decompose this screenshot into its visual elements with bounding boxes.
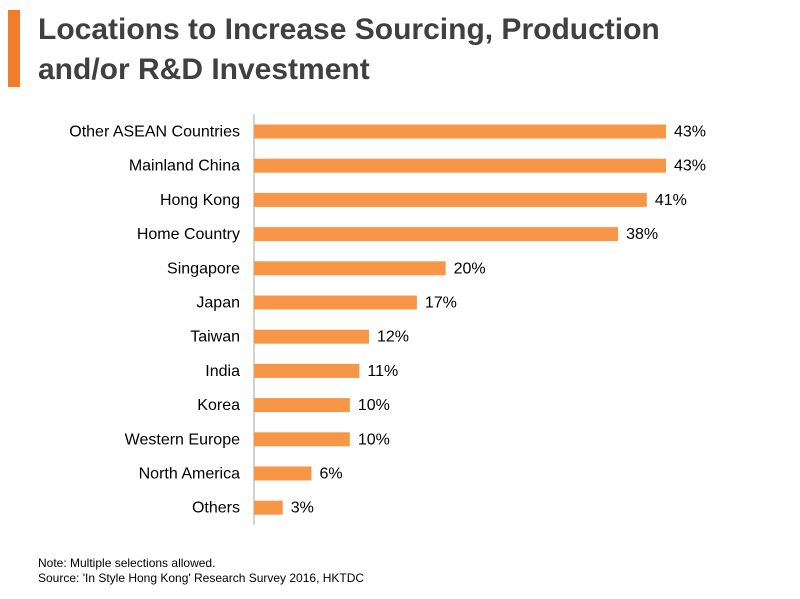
bar (254, 363, 360, 378)
data-label: 43% (674, 124, 706, 141)
chart-title-line-2: and/or R&D Investment (38, 53, 370, 86)
category-label: India (205, 363, 240, 380)
bar (254, 432, 350, 447)
bar (254, 261, 446, 276)
category-label: Western Europe (125, 431, 240, 448)
chart-title-line-1: Locations to Increase Sourcing, Producti… (38, 13, 660, 46)
category-label: Taiwan (190, 329, 240, 346)
bar (254, 398, 350, 413)
chart-notes: Note: Multiple selections allowed. Sourc… (38, 556, 364, 586)
bar-chart: Other ASEAN Countries 43% Mainland China 43… (69, 114, 706, 525)
category-label: Singapore (167, 260, 240, 277)
source-text: Source: 'In Style Hong Kong' Research Su… (38, 571, 365, 585)
bar (254, 192, 647, 207)
category-label: Others (192, 500, 240, 517)
data-label: 6% (319, 466, 342, 483)
category-label: Japan (196, 295, 240, 312)
category-label: Korea (197, 397, 240, 414)
data-label: 3% (291, 500, 314, 517)
bar (254, 466, 312, 481)
category-label: Mainland China (129, 158, 240, 175)
data-label: 20% (454, 260, 486, 277)
bar (254, 295, 417, 310)
bar (254, 500, 283, 515)
data-label: 17% (425, 295, 457, 312)
chart-title: Locations to Increase Sourcing, Producti… (38, 10, 778, 90)
bar (254, 227, 619, 242)
bar (254, 124, 666, 139)
data-label: 10% (358, 397, 390, 414)
note-text: Note: Multiple selections allowed. (38, 556, 216, 570)
category-label: North America (139, 466, 240, 483)
data-label: 38% (626, 226, 658, 243)
data-label: 11% (367, 363, 398, 380)
data-label: 10% (358, 431, 390, 448)
bar (254, 329, 369, 344)
title-accent-bar (8, 10, 20, 87)
data-label: 12% (377, 329, 409, 346)
data-label: 41% (655, 192, 687, 209)
category-label: Other ASEAN Countries (69, 124, 240, 141)
category-label: Hong Kong (160, 192, 240, 209)
category-label: Home Country (137, 226, 240, 243)
bar (254, 158, 666, 173)
data-label: 43% (674, 158, 706, 175)
